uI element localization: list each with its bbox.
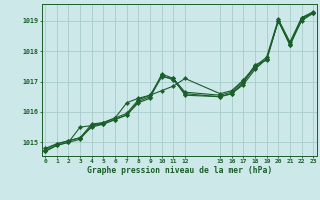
X-axis label: Graphe pression niveau de la mer (hPa): Graphe pression niveau de la mer (hPa) bbox=[87, 166, 272, 175]
